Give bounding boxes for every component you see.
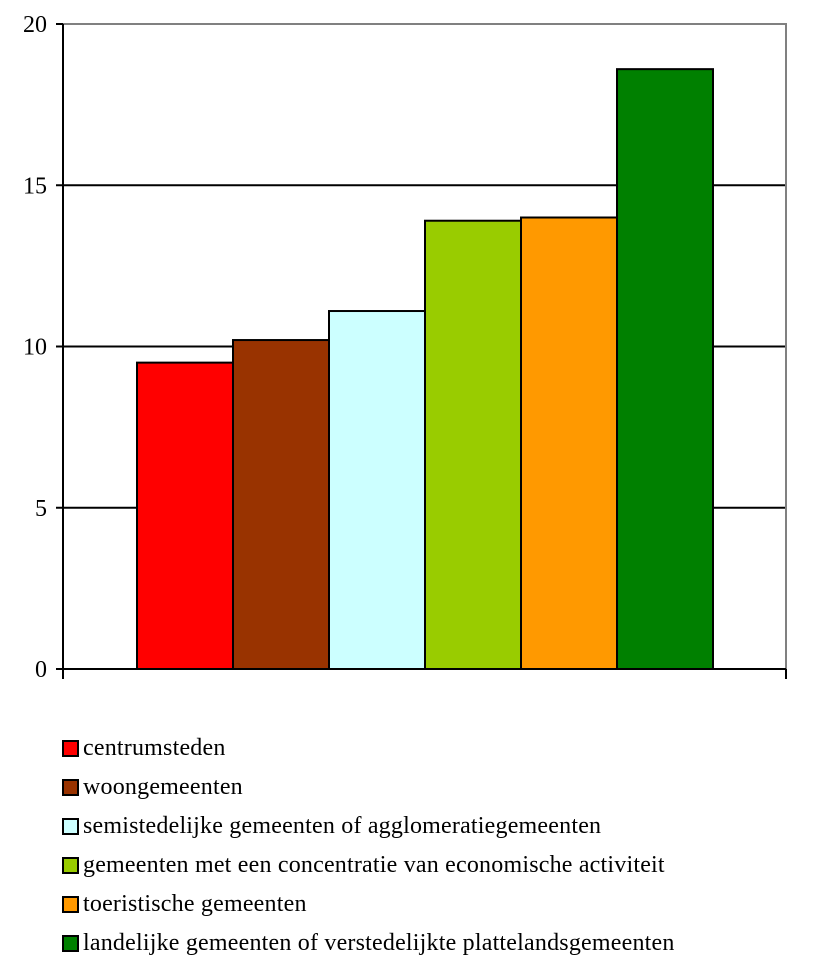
legend-item: semistedelijke gemeenten of agglomeratie…: [62, 807, 675, 846]
bar-5: [520, 216, 618, 670]
legend-swatch: [62, 857, 79, 874]
legend-label: landelijke gemeenten of verstedelijkte p…: [83, 930, 675, 956]
legend-swatch: [62, 935, 79, 952]
legend-item: gemeenten met een concentratie van econo…: [62, 846, 675, 885]
legend-swatch: [62, 896, 79, 913]
y-tick-label-5: 5: [35, 496, 47, 522]
bar-3: [328, 310, 426, 670]
y-tick-label-0: 0: [35, 657, 47, 683]
legend-swatch: [62, 779, 79, 796]
bar-4: [424, 219, 522, 670]
bar-chart: 0 5 10 15 20: [23, 12, 787, 683]
legend-label: gemeenten met een concentratie van econo…: [83, 852, 665, 878]
legend-item: landelijke gemeenten of verstedelijkte p…: [62, 924, 675, 963]
legend-swatch: [62, 740, 79, 757]
bar-1: [136, 361, 234, 670]
legend-item: woongemeenten: [62, 768, 675, 807]
y-tick-label-20: 20: [23, 12, 47, 38]
y-tick-label-15: 15: [23, 173, 47, 199]
legend-label: toeristische gemeenten: [83, 891, 307, 917]
axes: [56, 23, 787, 679]
bar-6: [616, 68, 714, 670]
legend-label: semistedelijke gemeenten of agglomeratie…: [83, 813, 602, 839]
legend: centrumsteden woongemeenten semistedelijke…: [62, 729, 675, 963]
legend-item: toeristische gemeenten: [62, 885, 675, 924]
legend-label: woongemeenten: [83, 774, 243, 800]
y-axis-tick-labels: 0 5 10 15 20: [23, 12, 47, 683]
legend-item: centrumsteden: [62, 729, 675, 768]
bar-2: [232, 339, 330, 670]
y-tick-label-10: 10: [23, 335, 47, 361]
legend-swatch: [62, 818, 79, 835]
legend-label: centrumsteden: [83, 735, 226, 761]
bars: [136, 68, 714, 670]
